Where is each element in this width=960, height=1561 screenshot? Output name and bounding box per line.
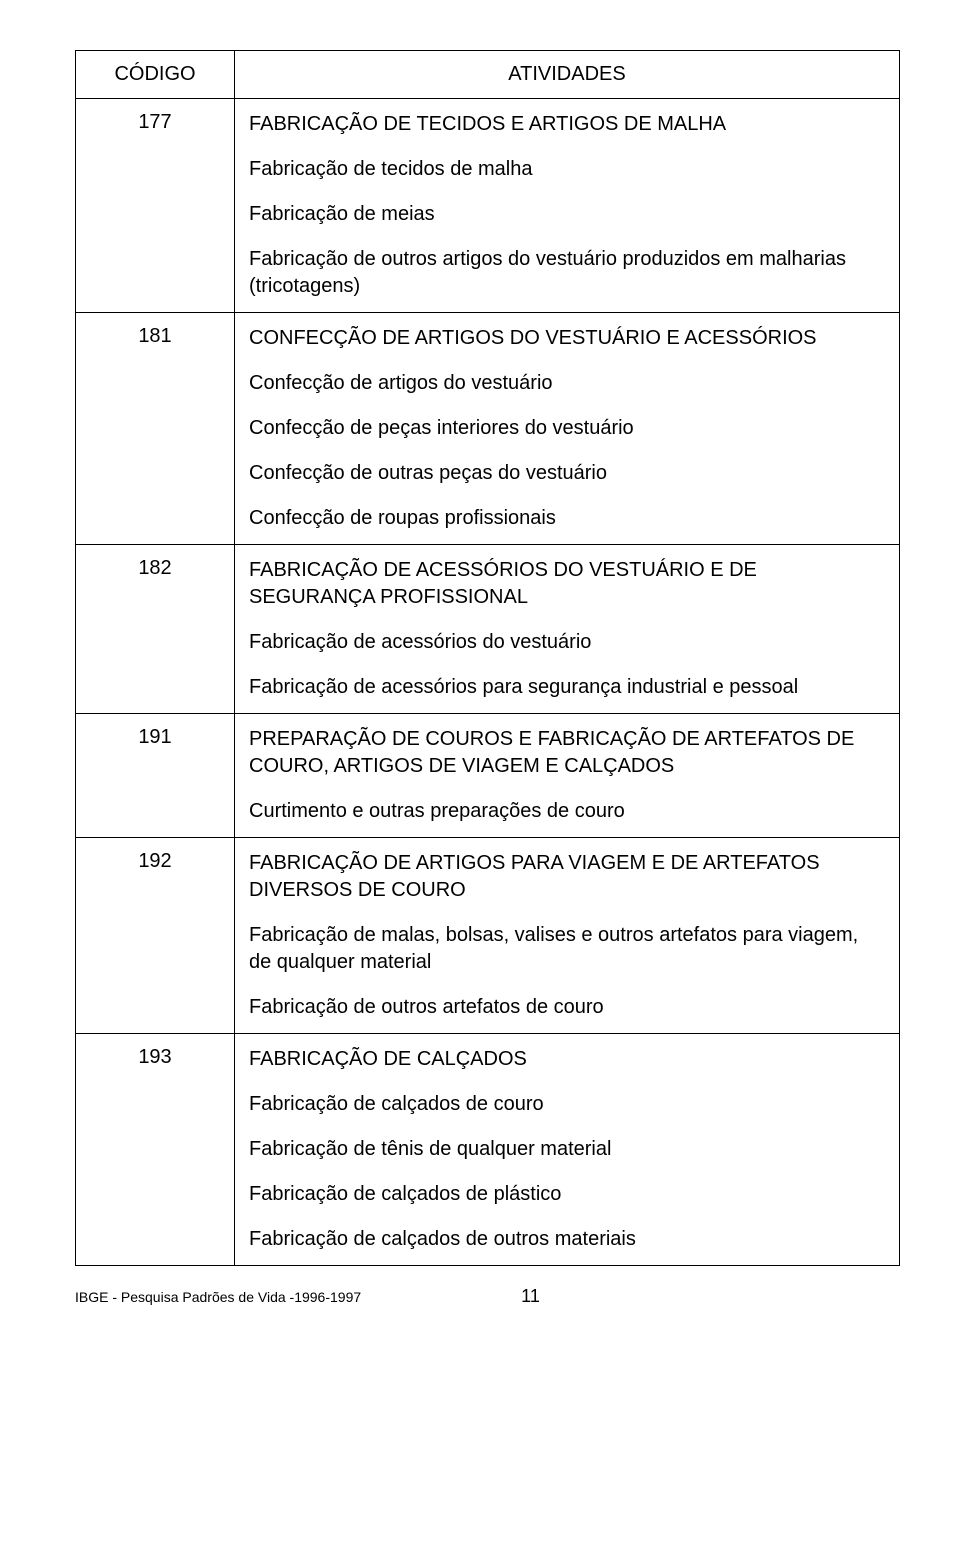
code-cell: 191	[76, 714, 235, 838]
footer-page-number: 11	[521, 1286, 540, 1307]
table-row: 193 FABRICAÇÃO DE CALÇADOS Fabricação de c…	[76, 1034, 900, 1266]
activity-item: Confecção de artigos do vestuário	[249, 370, 885, 397]
activity-item: Fabricação de malas, bolsas, valises e o…	[249, 922, 885, 976]
activity-cell: PREPARAÇÃO DE COUROS E FABRICAÇÃO DE ART…	[235, 714, 900, 838]
activity-item: Fabricação de tecidos de malha	[249, 156, 885, 183]
table-row: 177FABRICAÇÃO DE TECIDOS E ARTIGOS DE MA…	[76, 99, 900, 313]
activity-item: Fabricação de outros artefatos de couro	[249, 994, 885, 1021]
activity-item: Confecção de peças interiores do vestuár…	[249, 415, 885, 442]
code-cell: 193	[76, 1034, 235, 1266]
activity-title: FABRICAÇÃO DE TECIDOS E ARTIGOS DE MALHA	[249, 111, 885, 138]
activity-title: PREPARAÇÃO DE COUROS E FABRICAÇÃO DE ART…	[249, 726, 885, 780]
code-cell: 181	[76, 313, 235, 545]
table-row: 181 CONFECÇÃO DE ARTIGOS DO VESTUÁRIO E A…	[76, 313, 900, 545]
activity-cell: FABRICAÇÃO DE TECIDOS E ARTIGOS DE MALHA…	[235, 99, 900, 313]
code-cell: 192	[76, 838, 235, 1034]
activity-item: Fabricação de acessórios para segurança …	[249, 674, 885, 701]
table-row: 192 FABRICAÇÃO DE ARTIGOS PARA VIAGEM E D…	[76, 838, 900, 1034]
activity-item: Fabricação de tênis de qualquer material	[249, 1136, 885, 1163]
activity-item: Confecção de roupas profissionais	[249, 505, 885, 532]
activity-item: Fabricação de meias	[249, 201, 885, 228]
activity-cell: FABRICAÇÃO DE ACESSÓRIOS DO VESTUÁRIO E …	[235, 545, 900, 714]
activity-cell: CONFECÇÃO DE ARTIGOS DO VESTUÁRIO E ACES…	[235, 313, 900, 545]
activity-title: FABRICAÇÃO DE ACESSÓRIOS DO VESTUÁRIO E …	[249, 557, 885, 611]
table-row: 182 FABRICAÇÃO DE ACESSÓRIOS DO VESTUÁRIO…	[76, 545, 900, 714]
activity-item: Fabricação de acessórios do vestuário	[249, 629, 885, 656]
code-cell: 177	[76, 99, 235, 313]
activity-title: FABRICAÇÃO DE ARTIGOS PARA VIAGEM E DE A…	[249, 850, 885, 904]
activity-cell: FABRICAÇÃO DE ARTIGOS PARA VIAGEM E DE A…	[235, 838, 900, 1034]
activity-item: Fabricação de calçados de outros materia…	[249, 1226, 885, 1253]
activity-item: Fabricação de calçados de couro	[249, 1091, 885, 1118]
activity-item: Fabricação de outros artigos do vestuári…	[249, 246, 885, 300]
code-cell: 182	[76, 545, 235, 714]
page-footer: IBGE - Pesquisa Padrões de Vida -1996-19…	[75, 1286, 900, 1307]
activity-item: Curtimento e outras preparações de couro	[249, 798, 885, 825]
header-activities: ATIVIDADES	[235, 51, 900, 99]
table-row: 191 PREPARAÇÃO DE COUROS E FABRICAÇÃO DE …	[76, 714, 900, 838]
activity-title: CONFECÇÃO DE ARTIGOS DO VESTUÁRIO E ACES…	[249, 325, 885, 352]
header-code: CÓDIGO	[76, 51, 235, 99]
activities-table: CÓDIGO ATIVIDADES 177FABRICAÇÃO DE TECID…	[75, 50, 900, 1266]
activity-cell: FABRICAÇÃO DE CALÇADOS Fabricação de calç…	[235, 1034, 900, 1266]
activity-item: Confecção de outras peças do vestuário	[249, 460, 885, 487]
activity-title: FABRICAÇÃO DE CALÇADOS	[249, 1046, 885, 1073]
footer-source: IBGE - Pesquisa Padrões de Vida -1996-19…	[75, 1289, 361, 1305]
table-header-row: CÓDIGO ATIVIDADES	[76, 51, 900, 99]
activity-item: Fabricação de calçados de plástico	[249, 1181, 885, 1208]
